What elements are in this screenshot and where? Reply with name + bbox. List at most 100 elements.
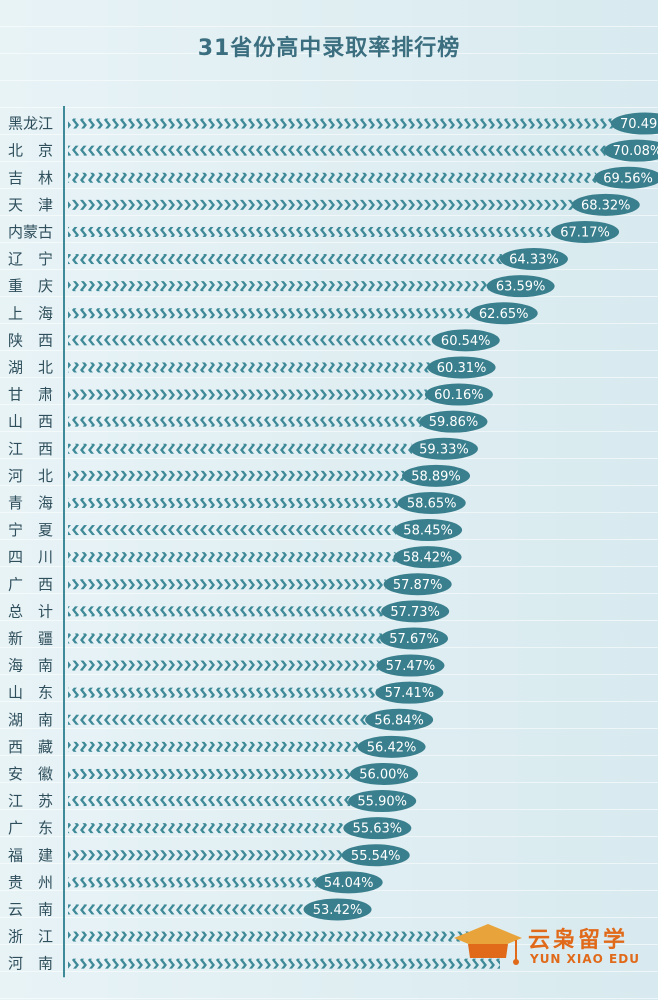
category-label: 新 疆 [8, 629, 53, 647]
category-label: 陕 西 [8, 331, 53, 349]
category-label: 北 京 [8, 142, 53, 160]
category-label: 青 海 [8, 494, 53, 512]
value-bubble [365, 708, 434, 731]
bar [68, 904, 306, 915]
value-bubble [486, 275, 555, 298]
value-bubble [381, 600, 450, 623]
data-label: 58.65% [407, 496, 457, 511]
bar [68, 660, 379, 671]
value-bubble [341, 844, 410, 867]
data-label: 57.41% [385, 686, 435, 701]
data-label: 55.54% [351, 849, 401, 864]
bar [68, 796, 351, 807]
category-label: 总 计 [8, 602, 53, 620]
value-bubble [499, 248, 568, 271]
data-label: 55.63% [353, 822, 403, 837]
watermark-english-text: YUN XIAO EDU [530, 952, 640, 966]
data-label: 67.17% [560, 225, 610, 240]
value-bubble [348, 790, 417, 813]
value-bubble [427, 356, 496, 379]
category-label: 安 徽 [8, 765, 53, 783]
graduation-cap-icon [454, 924, 522, 965]
watermark: 云枭留学 YUN XIAO EDU [450, 918, 650, 978]
bar [68, 823, 346, 834]
value-bubble [603, 139, 658, 162]
data-label: 59.86% [429, 415, 479, 430]
category-label: 重 庆 [8, 277, 53, 295]
value-bubble [380, 627, 449, 650]
value-bubble [402, 464, 471, 487]
bar [68, 145, 606, 156]
category-label: 海 南 [8, 657, 53, 675]
value-bubble [303, 898, 372, 921]
category-label: 江 苏 [8, 792, 53, 810]
data-label: 62.65% [479, 307, 529, 322]
bar [68, 308, 472, 319]
category-label: 山 东 [8, 684, 53, 702]
data-label: 70.49% [620, 117, 658, 132]
data-label: 56.84% [374, 713, 424, 728]
category-label: 福 建 [8, 846, 53, 864]
bar [68, 362, 430, 373]
data-label: 60.54% [441, 334, 491, 349]
category-label: 甘 肃 [8, 386, 53, 404]
data-label: 58.42% [403, 551, 453, 566]
bar [68, 470, 405, 481]
chart-title: 31省份高中录取率排行榜 [197, 36, 461, 61]
value-bubble [419, 410, 488, 433]
data-label: 59.33% [419, 442, 469, 457]
value-bubble [350, 762, 418, 785]
bar [68, 931, 500, 942]
bar [68, 281, 489, 292]
bar [68, 443, 412, 454]
value-bubble [397, 491, 466, 514]
category-label: 广 东 [8, 819, 53, 837]
bar [68, 633, 383, 644]
value-bubble [393, 546, 462, 569]
category-label: 上 海 [8, 304, 53, 322]
bar [68, 525, 397, 536]
value-bubble [610, 112, 658, 135]
data-label: 54.04% [324, 876, 374, 891]
bar [68, 199, 574, 210]
data-label: 56.42% [367, 740, 417, 755]
bar [68, 389, 427, 400]
value-bubble [594, 166, 658, 189]
category-label: 湖 北 [8, 358, 53, 376]
value-bubble [469, 302, 538, 325]
category-label: 河 北 [8, 467, 53, 485]
value-bubble [343, 817, 412, 840]
bar [68, 172, 597, 183]
data-label: 57.47% [386, 659, 436, 674]
bar [68, 579, 386, 590]
category-label: 山 西 [8, 413, 53, 431]
data-label: 57.67% [389, 632, 439, 647]
category-label: 江 西 [8, 440, 53, 458]
category-label: 天 津 [8, 196, 53, 214]
value-bubble [375, 681, 444, 704]
bar [68, 497, 400, 508]
bar [68, 687, 378, 698]
data-label: 63.59% [496, 280, 546, 295]
bar [68, 416, 422, 427]
data-label: 55.90% [357, 795, 407, 810]
data-label: 57.73% [390, 605, 440, 620]
value-bubble [551, 220, 620, 243]
category-label: 内蒙古 [8, 223, 53, 241]
data-label: 53.42% [313, 903, 363, 918]
bar [68, 606, 384, 617]
category-label: 四 川 [8, 548, 53, 566]
bar [68, 850, 344, 861]
value-bubble [383, 573, 452, 596]
bar [68, 741, 360, 752]
data-label: 68.32% [581, 198, 631, 213]
bar [68, 254, 502, 265]
data-label: 57.87% [393, 578, 443, 593]
data-label: 58.89% [411, 469, 461, 484]
category-label: 贵 州 [8, 873, 53, 891]
data-label: 64.33% [509, 253, 559, 268]
value-bubble [571, 193, 640, 216]
data-label: 60.16% [434, 388, 484, 403]
